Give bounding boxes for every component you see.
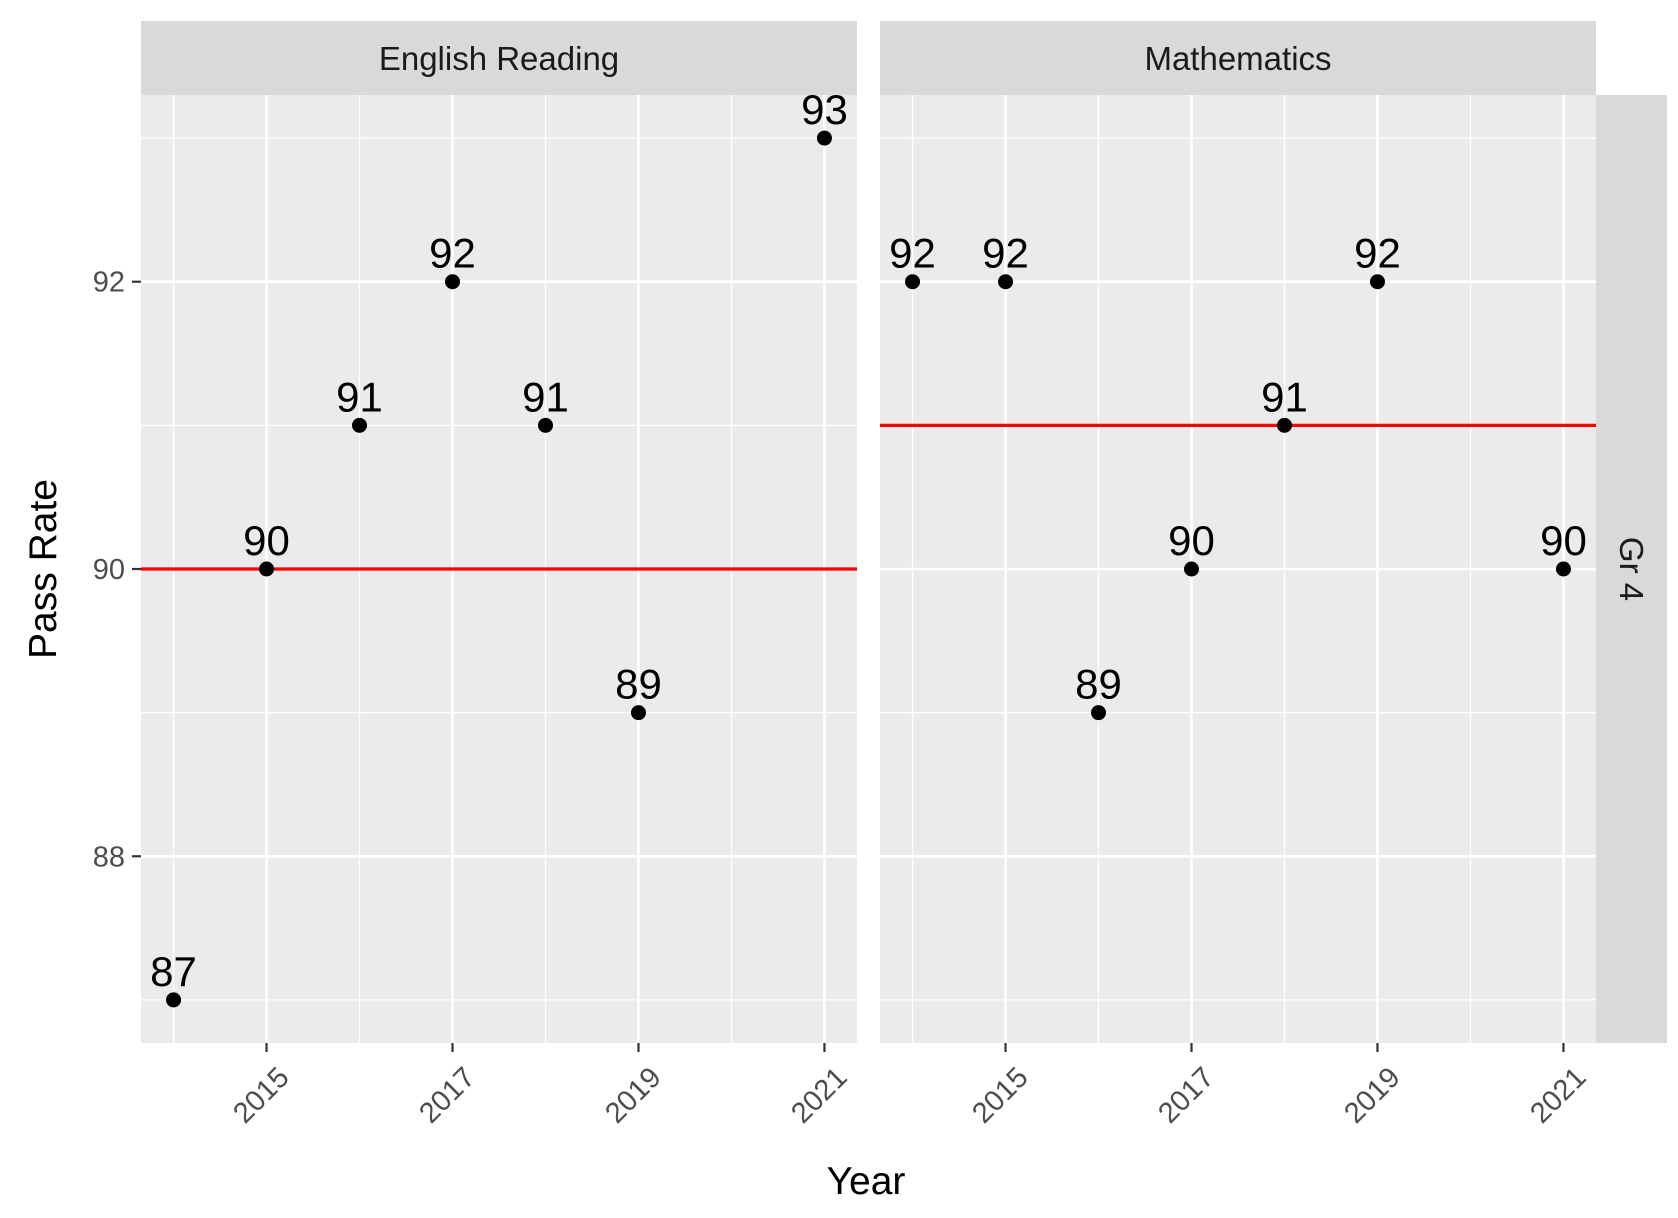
data-point [816,130,832,146]
data-point [1184,561,1200,577]
data-point-label: 92 [1354,230,1401,277]
data-point-label: 90 [1540,517,1587,564]
data-point-label: 89 [1075,661,1122,708]
y-axis-tick-label: 90 [93,554,125,586]
data-point-label: 91 [336,373,383,420]
data-point [1091,705,1107,721]
row-strip-background [1596,95,1667,1043]
row-strip: Gr 4 [1596,95,1667,1043]
facet-strip-label: Mathematics [1144,40,1331,77]
data-point [445,274,461,290]
data-point-label: 92 [429,230,476,277]
facet-panel-2: Mathematics 92 92 89 90 91 92 90 [880,21,1596,1043]
data-point-label: 92 [889,230,936,277]
data-point-label: 90 [1168,517,1215,564]
data-point-label: 87 [150,948,197,995]
data-point [905,274,921,290]
data-point [630,705,646,721]
y-axis-tick-label: 92 [93,267,125,299]
y-axis-tick-label: 88 [93,841,125,873]
data-point-label: 91 [522,373,569,420]
data-point [537,417,553,433]
data-point [1369,274,1385,290]
data-point [259,561,275,577]
data-point [352,417,368,433]
facet-strip-background [141,21,857,95]
data-point-label: 91 [1261,373,1308,420]
data-point [1276,417,1292,433]
data-point [166,992,182,1008]
data-point-label: 90 [243,517,290,564]
data-point-label: 89 [615,661,662,708]
row-strip-label: Gr 4 [1613,537,1650,601]
data-point-label: 92 [982,230,1029,277]
facet-strip-background [880,21,1596,95]
y-axis-title: Pass Rate [22,479,65,659]
facet-strip-label: English Reading [379,40,619,77]
facet-panel-1: English Reading 87 90 91 92 91 89 93 [141,21,857,1043]
data-point [998,274,1014,290]
x-axis-title: Year [827,1160,906,1203]
data-point-label: 93 [801,86,848,133]
data-point [1555,561,1571,577]
